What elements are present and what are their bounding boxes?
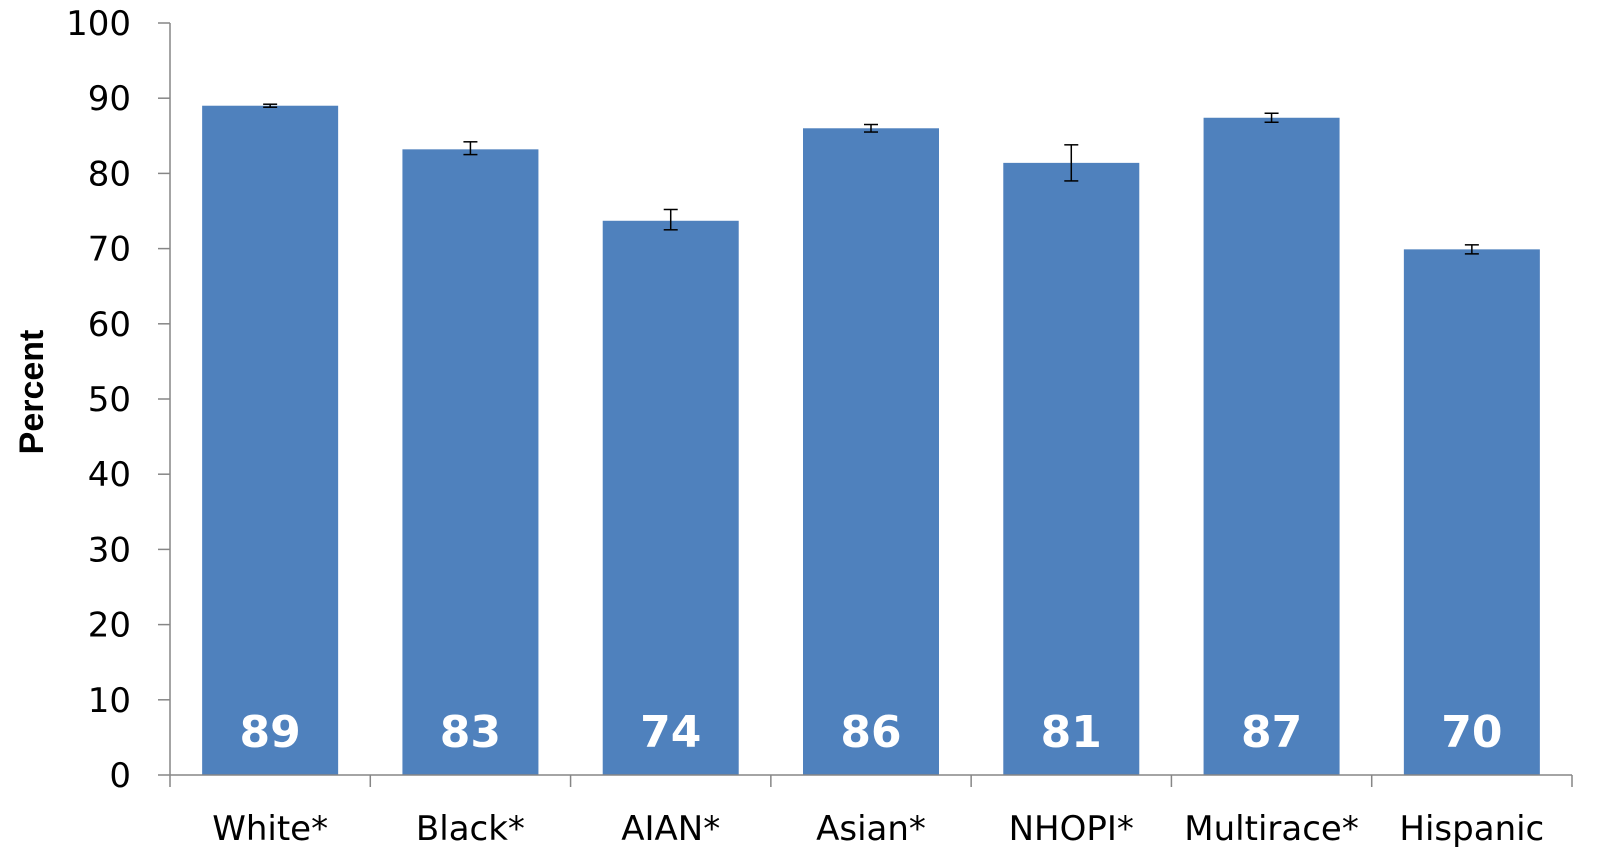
error-bars-group [263, 103, 1479, 255]
data-label: 83 [440, 707, 501, 758]
y-tick-label: 40 [88, 455, 131, 495]
y-tick-label: 90 [88, 79, 131, 119]
data-label: 81 [1041, 707, 1102, 758]
x-tick-label: White* [212, 809, 328, 849]
bar [1403, 249, 1540, 776]
y-tick-label: 10 [88, 681, 131, 721]
bar [803, 128, 939, 775]
bar [402, 149, 539, 775]
data-labels-group: 89 83 74 86 81 87 70 [240, 707, 1503, 758]
x-tick-label: AIAN* [621, 809, 720, 849]
bar [1203, 117, 1340, 775]
y-axis-label: Percent [13, 330, 51, 455]
bar [1003, 162, 1140, 775]
y-ticks-group: 0 10 20 30 40 50 60 70 80 90 100 [66, 4, 170, 796]
x-tick-label: Black* [416, 809, 525, 849]
y-tick-label: 20 [88, 606, 131, 646]
bar [602, 220, 739, 775]
y-tick-label: 80 [88, 154, 131, 194]
data-label: 70 [1441, 707, 1502, 758]
y-tick-label: 30 [88, 530, 131, 570]
x-categories-group: White* Black* AIAN* Asian* NHOPI* Multirace* H… [212, 809, 1544, 849]
data-label: 87 [1241, 707, 1302, 758]
y-tick-label: 50 [88, 380, 131, 420]
data-label: 89 [240, 707, 301, 758]
y-tick-label: 0 [109, 756, 131, 796]
data-label: 74 [640, 707, 701, 758]
x-tick-label: Multirace* [1184, 809, 1359, 849]
data-label: 86 [840, 707, 901, 758]
x-tick-label: NHOPI* [1009, 809, 1134, 849]
x-tick-label: Hispanic [1399, 809, 1544, 849]
bars-group [202, 105, 1540, 776]
y-tick-label: 100 [66, 4, 131, 44]
y-tick-label: 70 [88, 230, 131, 270]
bar [202, 105, 339, 776]
y-tick-label: 60 [88, 305, 131, 345]
x-tick-label: Asian* [816, 809, 926, 849]
